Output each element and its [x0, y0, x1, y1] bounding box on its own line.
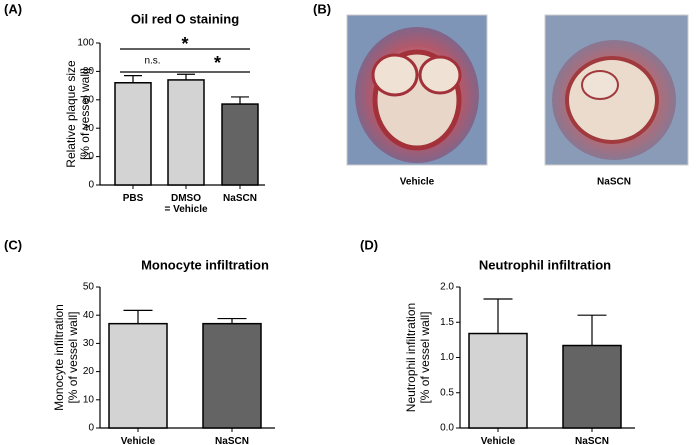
x-tick-label: PBS [122, 193, 144, 204]
panel-label: (B) [313, 1, 331, 16]
significance-label: * [214, 53, 221, 73]
bar [114, 82, 152, 186]
micrograph-vehicle [346, 14, 488, 166]
x-tick-label: Vehicle [480, 436, 516, 445]
y-axis-label: [% of vessel wall] [78, 68, 92, 160]
y-tick-label: 0 [88, 180, 94, 191]
x-tick-label: NaSCN [575, 436, 609, 445]
y-tick-label: 20 [83, 366, 95, 377]
y-tick-label: 60 [83, 94, 95, 105]
micrograph-nascn [544, 14, 689, 166]
y-tick-label: 0 [88, 423, 94, 434]
y-tick-label: 80 [83, 66, 95, 77]
bar [202, 322, 262, 429]
y-tick-label: 10 [83, 394, 95, 405]
image-label: Vehicle [400, 177, 435, 188]
y-tick-label: 30 [83, 338, 95, 349]
x-tick-label: NaSCN [223, 193, 257, 204]
y-tick-label: 50 [83, 282, 95, 293]
x-tick-label: NaSCN [215, 436, 249, 445]
y-tick-label: 1.5 [440, 317, 454, 328]
y-tick-label: 0.5 [440, 387, 454, 398]
y-axis-label: Neutrophil infiltration [404, 303, 418, 412]
panel-label: (A) [4, 1, 22, 16]
y-axis-label: Monocyte infiltration [52, 304, 66, 411]
x-tick-label: Vehicle [120, 436, 156, 445]
panel-label: (C) [4, 237, 22, 252]
y-tick-label: 40 [83, 123, 95, 134]
y-axis-label: [% of vessel wall] [66, 311, 80, 403]
y-tick-label: 100 [77, 38, 94, 49]
bar [468, 332, 528, 429]
y-tick-label: 0.0 [440, 423, 454, 434]
y-tick-label: 20 [83, 151, 95, 162]
significance-label: n.s. [144, 56, 160, 67]
y-axis-label: [% of vessel wall] [418, 311, 432, 403]
x-tick-label: DMSO = Vehicle [164, 193, 208, 215]
y-tick-label: 1.0 [440, 352, 454, 363]
y-tick-label: 40 [83, 310, 95, 321]
panel-label: (D) [360, 237, 378, 252]
y-axis-label: Relative plaque size [64, 60, 78, 168]
chart-title: Monocyte infiltration [141, 257, 269, 272]
bar [108, 322, 168, 429]
image-label: NaSCN [597, 177, 631, 188]
bar [221, 103, 259, 186]
chart-title: Oil red O staining [131, 11, 239, 26]
significance-label: * [181, 34, 188, 54]
y-tick-label: 2.0 [440, 282, 454, 293]
bar [562, 344, 622, 429]
bar [167, 79, 205, 186]
chart-title: Neutrophil infiltration [479, 257, 611, 272]
